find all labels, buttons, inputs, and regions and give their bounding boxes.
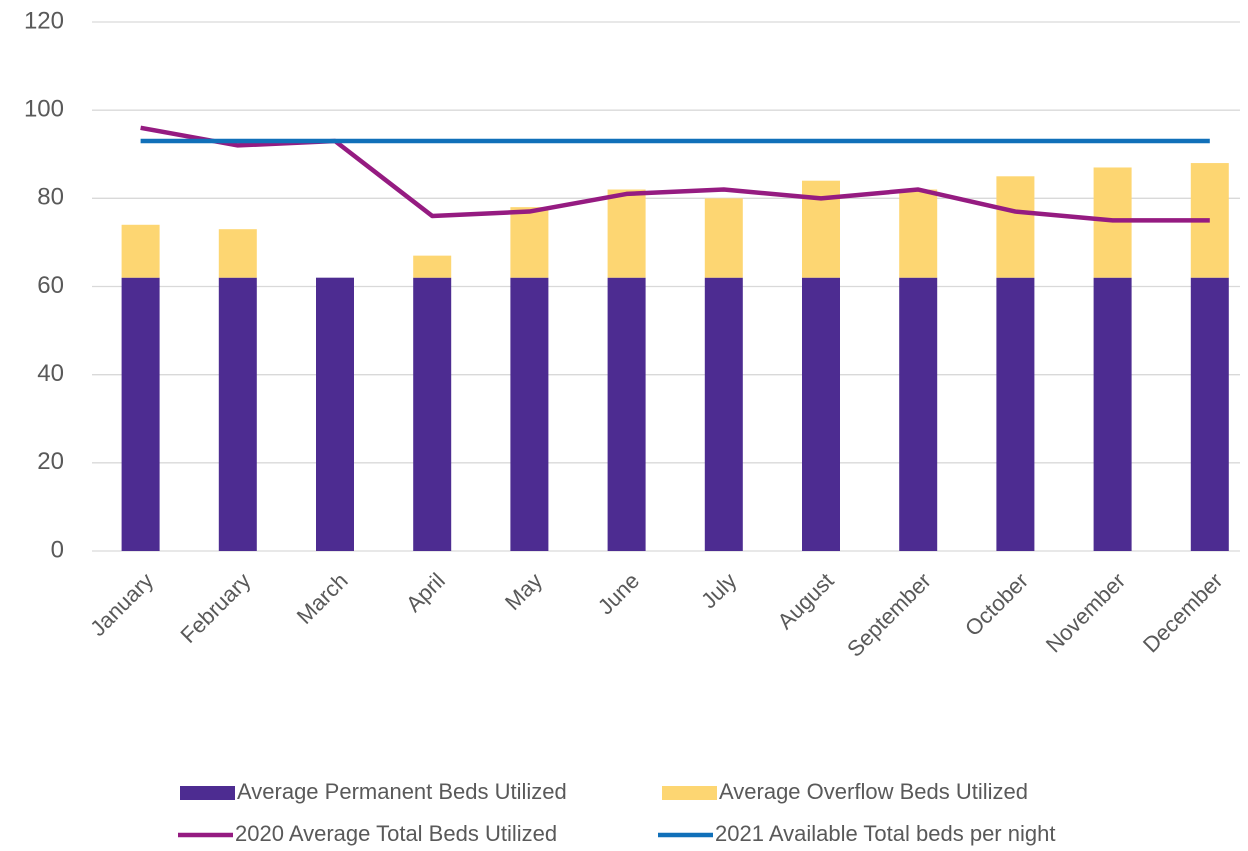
y-tick-label: 20 <box>37 448 64 475</box>
bar-segment <box>899 189 938 278</box>
x-tick-label: April <box>401 568 450 617</box>
y-tick-label: 0 <box>51 536 64 563</box>
x-tick-label: March <box>292 568 353 629</box>
legend-swatch <box>180 786 235 800</box>
bar-segment <box>996 176 1035 278</box>
legend-label: Average Overflow Beds Utilized <box>719 779 1028 804</box>
bar-segment <box>121 277 160 551</box>
legend-swatch <box>662 786 717 800</box>
bar-segment <box>510 277 549 551</box>
legend-label: Average Permanent Beds Utilized <box>237 779 567 804</box>
x-tick-label: February <box>176 568 256 648</box>
bar-segment <box>899 277 938 551</box>
bar-segment <box>802 277 840 551</box>
y-tick-label: 80 <box>37 184 64 211</box>
bar-segment <box>121 224 160 278</box>
bar-segment <box>413 255 452 278</box>
bar-segment <box>996 277 1035 551</box>
bar-segment <box>510 207 549 278</box>
x-tick-label: July <box>696 568 741 613</box>
x-tick-label: September <box>842 568 936 662</box>
x-tick-label: December <box>1138 568 1227 657</box>
legend-label: 2021 Available Total beds per night <box>715 821 1055 846</box>
bar-segment <box>218 277 257 551</box>
y-tick-label: 100 <box>24 96 64 123</box>
y-tick-label: 40 <box>37 360 64 387</box>
y-tick-label: 60 <box>37 272 64 299</box>
x-tick-label: May <box>500 568 547 615</box>
bar-segment <box>607 277 646 551</box>
legend-label: 2020 Average Total Beds Utilized <box>235 821 557 846</box>
x-tick-label: January <box>85 568 158 641</box>
bar-segment <box>704 198 743 278</box>
bar-segment <box>704 277 743 551</box>
bar-segment <box>413 277 452 551</box>
bar-segment <box>218 229 257 278</box>
x-tick-label: November <box>1041 568 1130 657</box>
x-tick-label: August <box>773 568 839 634</box>
y-tick-label: 120 <box>24 7 64 34</box>
bar-segment <box>1093 277 1132 551</box>
bar-segment <box>607 189 646 278</box>
x-tick-label: October <box>960 568 1033 641</box>
x-tick-label: June <box>593 568 644 619</box>
bar-segment <box>316 277 354 551</box>
bar-segment <box>1190 277 1229 551</box>
